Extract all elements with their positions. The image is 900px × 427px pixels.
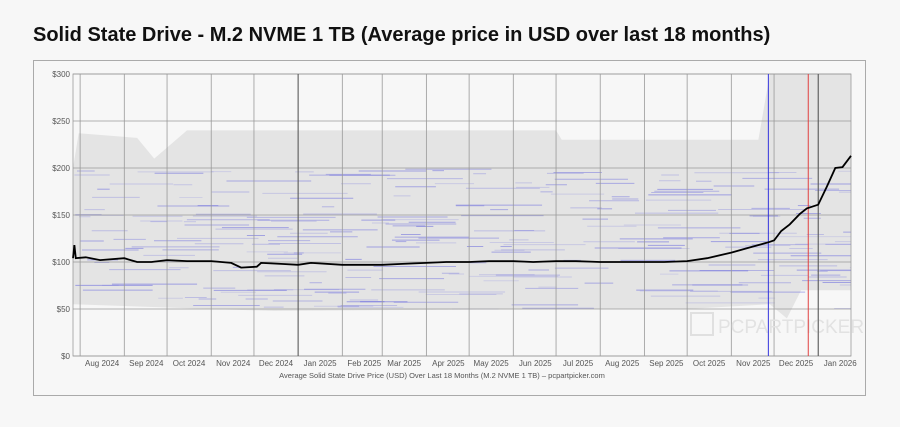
x-tick-label: Dec 2025 (779, 359, 814, 368)
chart-frame: PCPARTPICKER $0 $50 $100 $150 $200 $250 $300 Au… (33, 60, 866, 396)
x-tick-label: Feb 2025 (347, 359, 381, 368)
x-tick-label: Jan 2026 (824, 359, 857, 368)
x-tick-label: Mar 2025 (387, 359, 421, 368)
x-tick-label: Jan 2025 (304, 359, 337, 368)
pcpartpicker-watermark: PCPARTPICKER (690, 312, 864, 338)
svg-text:PCPARTPICKER: PCPARTPICKER (718, 317, 864, 338)
x-tick-label: Oct 2024 (173, 359, 206, 368)
y-tick-label: $0 (61, 352, 70, 361)
price-chart: PCPARTPICKER $0 $50 $100 $150 $200 $250 $300 Au… (52, 70, 864, 380)
y-tick-label: $50 (57, 305, 71, 314)
y-tick-label: $300 (52, 70, 70, 79)
price-range-band (73, 74, 851, 319)
y-tick-label: $200 (52, 164, 70, 173)
average-price-line (72, 155, 852, 269)
x-tick-label: Sep 2025 (649, 359, 684, 368)
y-tick-label: $100 (52, 258, 70, 267)
x-tick-label: Aug 2025 (605, 359, 640, 368)
x-tick-label: Jul 2025 (563, 359, 594, 368)
x-tick-label: Apr 2025 (432, 359, 465, 368)
x-tick-label: Nov 2024 (216, 359, 251, 368)
chart-title: Solid State Drive - M.2 NVME 1 TB (Avera… (33, 24, 771, 46)
x-tick-label: Sep 2024 (129, 359, 164, 368)
plot-border (72, 73, 852, 357)
chart-caption: Average Solid State Drive Price (USD) Ov… (279, 371, 605, 380)
x-tick-label: May 2025 (474, 359, 510, 368)
x-tick-label: Jun 2025 (519, 359, 552, 368)
x-tick-label: Dec 2024 (259, 359, 294, 368)
x-tick-label: Nov 2025 (736, 359, 771, 368)
x-tick-label: Oct 2025 (693, 359, 726, 368)
x-tick-label: Aug 2024 (85, 359, 120, 368)
y-tick-label: $250 (52, 117, 70, 126)
y-tick-label: $150 (52, 211, 70, 220)
